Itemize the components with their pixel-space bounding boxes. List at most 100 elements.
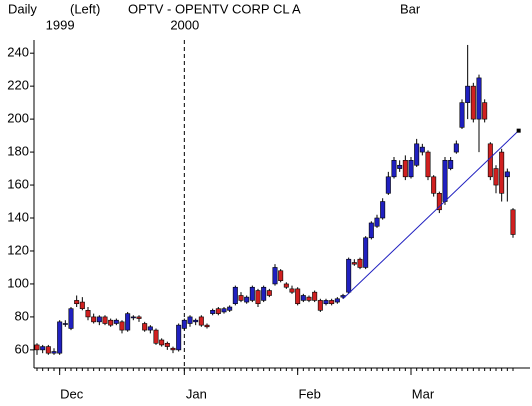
candle-body <box>334 298 340 303</box>
candle-body <box>153 329 159 344</box>
candle-body <box>266 290 272 296</box>
candle-body <box>68 308 74 329</box>
y-tick-label: 220 <box>7 78 29 93</box>
candle-body <box>198 316 204 326</box>
y-tick-label: 160 <box>7 176 29 191</box>
candle-body <box>368 222 374 239</box>
trendline <box>342 130 520 300</box>
candle-body <box>170 347 176 351</box>
candle-body <box>57 321 63 354</box>
y-tick-label: 80 <box>15 308 29 323</box>
candle-body <box>159 339 165 346</box>
candle-body <box>249 286 255 301</box>
candle-body <box>142 323 148 331</box>
y-tick-label: 240 <box>7 45 29 60</box>
candle-body <box>419 146 425 153</box>
candle-body <box>465 85 471 103</box>
candle-body <box>408 160 414 178</box>
candle-body <box>448 160 454 169</box>
header-axis: (Left) <box>70 1 100 16</box>
candle-body <box>374 217 380 227</box>
x-tick-label: Jan <box>186 386 207 401</box>
y-tick-label: 60 <box>15 341 29 356</box>
candle-body <box>261 286 267 301</box>
candle-body <box>113 319 119 324</box>
candle-body <box>312 291 318 301</box>
candle-body <box>181 319 187 329</box>
candle-body <box>130 316 136 319</box>
candle-body <box>119 321 125 331</box>
candle-body <box>493 168 499 186</box>
candle-body <box>380 201 386 219</box>
candle-body <box>34 344 40 351</box>
candle-body <box>442 160 448 202</box>
candle-body <box>136 316 142 319</box>
candle-body <box>283 283 289 288</box>
candle-body <box>125 313 131 331</box>
candle-body <box>51 351 57 354</box>
candle-body <box>85 310 91 318</box>
candle-body <box>363 237 369 268</box>
candle-body <box>272 267 278 285</box>
x-tick-label: Mar <box>412 386 435 401</box>
candle-body <box>295 288 301 305</box>
header-symbol: OPTV - OPENTV CORP CL A <box>128 1 301 16</box>
candle-body <box>164 342 170 347</box>
candle-body <box>289 288 295 293</box>
candle-body <box>414 143 420 166</box>
candle-body <box>385 176 391 194</box>
candle-body <box>453 143 459 153</box>
y-tick-label: 120 <box>7 242 29 257</box>
candle-body <box>499 151 505 194</box>
candle-body <box>147 326 153 331</box>
candle-body <box>470 85 476 120</box>
candle-body <box>391 160 397 178</box>
y-tick-label: 140 <box>7 209 29 224</box>
y-tick-label: 200 <box>7 111 29 126</box>
x-tick-label: Dec <box>60 386 84 401</box>
candle-body <box>91 316 97 323</box>
header-style: Bar <box>400 1 421 16</box>
year-label: 1999 <box>46 17 75 32</box>
candle-body <box>221 308 227 313</box>
candle-body <box>510 209 516 235</box>
year-label: 2000 <box>170 17 199 32</box>
candle-body <box>40 346 46 351</box>
header-period: Daily <box>8 1 37 16</box>
y-tick-label: 180 <box>7 144 29 159</box>
candle-body <box>425 151 431 178</box>
candle-body <box>329 300 335 305</box>
candle-body <box>482 102 488 120</box>
candle-body <box>108 319 114 326</box>
candle-body <box>210 310 216 314</box>
y-tick-label: 100 <box>7 275 29 290</box>
candle-body <box>306 296 312 301</box>
candle-body <box>317 300 323 311</box>
candle-body <box>96 316 102 323</box>
candle-body <box>62 323 68 325</box>
candle-body <box>204 324 210 328</box>
candle-body <box>357 258 363 268</box>
candle-body <box>176 324 182 351</box>
candle-body <box>227 306 233 311</box>
candle-body <box>459 102 465 128</box>
candle-body <box>187 316 193 324</box>
candle-body <box>238 295 244 301</box>
candle-body <box>74 300 80 305</box>
candle-body <box>436 192 442 211</box>
candle-body <box>323 300 329 305</box>
candle-body <box>232 286 238 305</box>
candle-body <box>476 77 482 120</box>
candle-body <box>278 270 284 281</box>
candle-body <box>397 164 403 169</box>
candle-body <box>244 296 250 303</box>
candle-body <box>79 301 85 309</box>
candle-body <box>346 258 352 293</box>
x-tick-label: Feb <box>298 386 320 401</box>
candle-body <box>504 171 510 178</box>
candle-body <box>487 143 493 178</box>
candle-body <box>45 346 51 354</box>
candle-body <box>351 262 357 265</box>
candle-body <box>215 308 221 314</box>
